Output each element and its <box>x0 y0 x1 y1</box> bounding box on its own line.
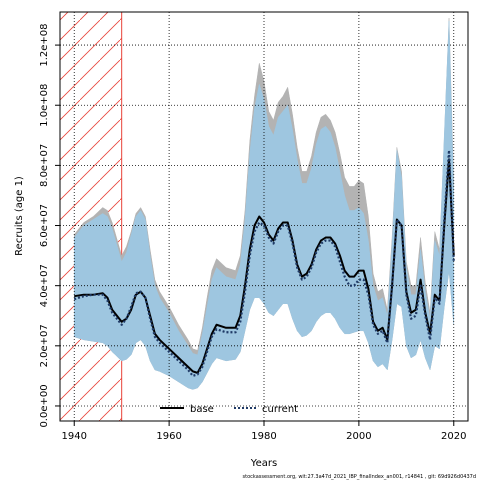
y-tick-label-3: 6.0e+07 <box>39 204 50 247</box>
hatched-region <box>60 12 123 421</box>
legend: base current <box>160 404 298 415</box>
band-current <box>73 21 455 390</box>
x-tick-label-2000: 2000 <box>346 431 371 442</box>
plot-area <box>60 12 468 421</box>
y-tick-label-0: 0.0e+00 <box>39 384 50 427</box>
y-tick-label-6: 1.2e+08 <box>39 23 50 66</box>
legend-label-current: current <box>262 404 298 415</box>
x-tick-label-1960: 1960 <box>156 431 181 442</box>
x-tick-label-2020: 2020 <box>441 431 466 442</box>
x-axis-label: Years <box>250 458 277 469</box>
x-tick-label-1940: 1940 <box>62 431 87 442</box>
grid-lines <box>60 12 468 421</box>
x-axis: 1940 1960 1980 2000 2020 <box>62 421 466 442</box>
series-lines <box>73 149 455 377</box>
y-tick-label-5: 1.0e+08 <box>39 84 50 127</box>
y-axis: 0.0e+00 2.0e+07 4.0e+07 6.0e+07 8.0e+07 1.0e+… <box>39 23 60 428</box>
y-tick-label-2: 4.0e+07 <box>39 264 50 307</box>
legend-label-base: base <box>190 404 214 415</box>
y-tick-label-4: 8.0e+07 <box>39 144 50 187</box>
footer-note: stockassessment.org, wit:27.3a47d_2021_I… <box>243 474 476 480</box>
y-axis-label: Recruits (age 1) <box>14 176 25 256</box>
y-tick-label-1: 2.0e+07 <box>39 324 50 367</box>
series-line-current <box>73 149 455 377</box>
x-tick-label-1980: 1980 <box>251 431 276 442</box>
